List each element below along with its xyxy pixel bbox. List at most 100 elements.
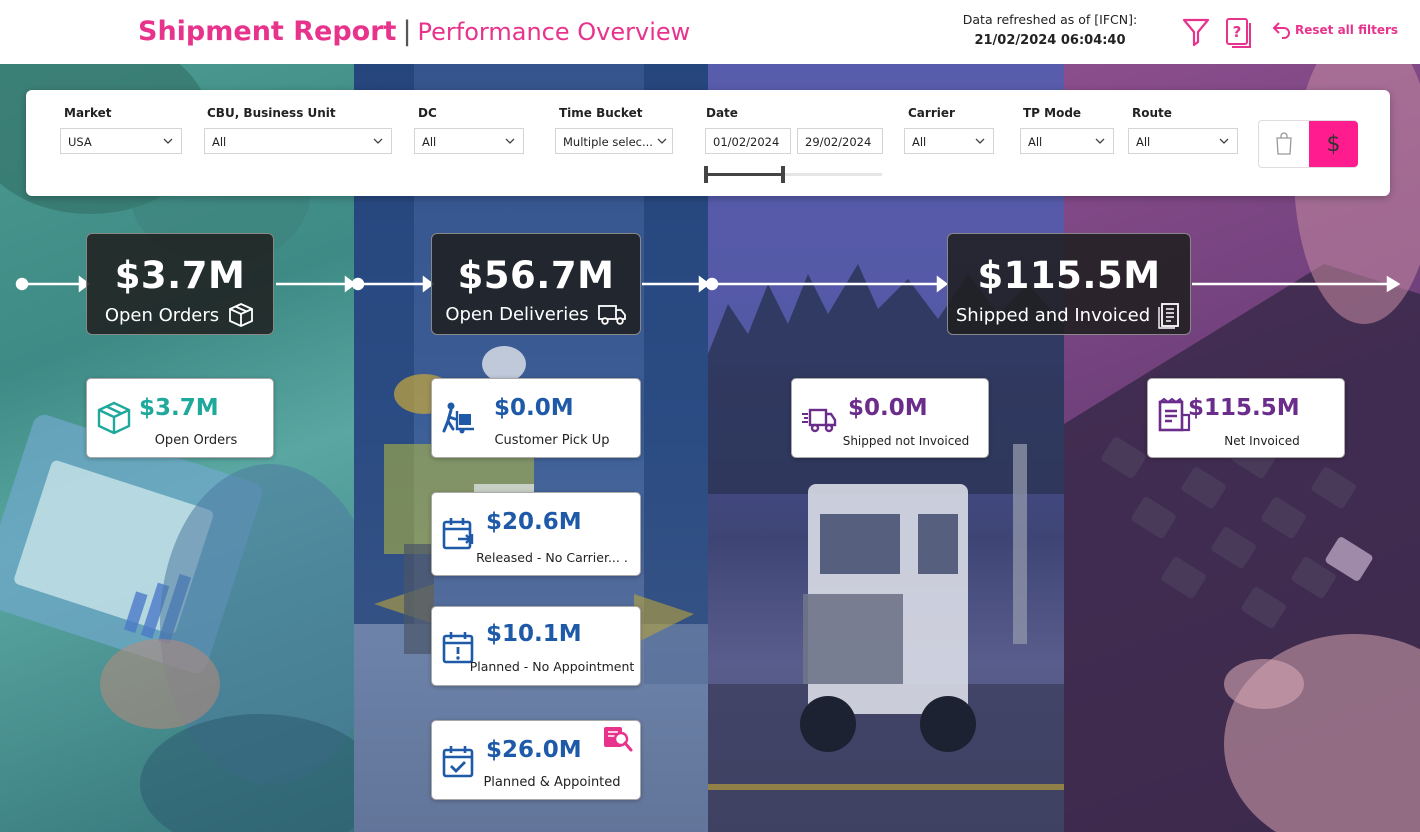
box-icon — [229, 303, 254, 327]
card-open-orders-label: Open Orders — [154, 433, 238, 448]
refresh-timestamp: 21/02/2024 06:04:40 — [974, 33, 1126, 48]
chevron-down-icon — [373, 138, 383, 144]
date-slider-end-handle[interactable] — [781, 166, 785, 183]
cbu-label: CBU, Business Unit — [207, 106, 336, 120]
date-end-value: 29/02/2024 — [805, 135, 872, 149]
market-label: Market — [64, 106, 112, 120]
date-start-value: 01/02/2024 — [713, 135, 780, 149]
date-slider-range — [706, 173, 784, 176]
time-bucket-value: Multiple selec... — [563, 135, 653, 149]
card-net-invoiced-label: Net Invoiced — [1224, 434, 1300, 448]
calendar-arrow-icon — [442, 518, 474, 550]
date-slider-track[interactable] — [706, 173, 882, 176]
carrier-dropdown[interactable]: All — [904, 128, 994, 154]
card-net-invoiced[interactable]: $115.5M Net Invoiced — [1147, 378, 1345, 458]
volume-toggle-button[interactable] — [1259, 121, 1309, 167]
card-shipped-not-invoiced-value: $0.0M — [848, 395, 928, 421]
chevron-down-icon — [1219, 138, 1229, 144]
card-planned-appointed[interactable]: $26.0M Planned & Appointed — [431, 720, 641, 800]
flow-line — [15, 275, 1401, 293]
date-slider-start-handle[interactable] — [704, 166, 708, 183]
time-bucket-label: Time Bucket — [559, 106, 643, 120]
kpi-shipped-invoiced-value: $115.5M — [977, 254, 1161, 297]
carrier-label: Carrier — [908, 106, 955, 120]
card-planned-no-appointment[interactable]: $10.1M Planned - No Appointment — [431, 606, 641, 686]
card-net-invoiced-value: $115.5M — [1188, 395, 1300, 421]
chevron-down-icon — [1095, 138, 1105, 144]
card-planned-no-appointment-label: Planned - No Appointment — [469, 659, 635, 674]
route-label: Route — [1132, 106, 1172, 120]
chevron-down-icon — [163, 138, 173, 144]
card-customer-pickup-value: $0.0M — [494, 395, 574, 421]
invoice-icon — [1158, 397, 1191, 432]
title-separator: | — [402, 16, 412, 47]
chevron-down-icon — [975, 138, 985, 144]
svg-text:?: ? — [1233, 23, 1242, 41]
cbu-value: All — [212, 135, 227, 149]
card-open-orders[interactable]: $3.7M Open Orders — [86, 378, 274, 458]
card-planned-appointed-label: Planned & Appointed — [483, 775, 621, 790]
card-customer-pickup-label: Customer Pick Up — [494, 433, 610, 448]
calendar-check-icon — [442, 746, 474, 778]
reset-filters-button[interactable]: Reset all filters — [1272, 20, 1398, 40]
refresh-label: Data refreshed as of [IFCN]: — [962, 12, 1138, 27]
date-start-input[interactable]: 01/02/2024 — [705, 128, 791, 154]
dc-dropdown[interactable]: All — [414, 128, 524, 154]
dc-label: DC — [418, 106, 437, 120]
bag-icon — [1276, 132, 1292, 155]
card-released-no-carrier[interactable]: $20.6M Released - No Carrier... . — [431, 492, 641, 576]
card-open-orders-value: $3.7M — [139, 395, 219, 421]
date-label: Date — [706, 106, 738, 120]
card-planned-no-appointment-value: $10.1M — [486, 621, 582, 647]
hand-truck-icon — [442, 402, 474, 434]
kpi-shipped-invoiced-label: Shipped and Invoiced — [955, 304, 1151, 326]
filter-funnel-icon[interactable] — [1182, 16, 1210, 48]
page-title: Shipment Report | Performance Overview — [138, 16, 690, 47]
kpi-open-orders: $3.7M Open Orders — [86, 233, 274, 335]
dc-value: All — [422, 135, 437, 149]
date-end-input[interactable]: 29/02/2024 — [797, 128, 883, 154]
chevron-down-icon — [505, 138, 515, 144]
route-value: All — [1136, 135, 1151, 149]
card-shipped-not-invoiced[interactable]: $0.0M Shipped not Invoiced — [791, 378, 989, 458]
search-document-icon[interactable] — [602, 725, 634, 753]
tp-mode-label: TP Mode — [1023, 106, 1082, 120]
route-dropdown[interactable]: All — [1128, 128, 1238, 154]
currency-toggle-button[interactable]: $ — [1309, 121, 1358, 167]
report-subtitle: Performance Overview — [417, 18, 691, 46]
card-released-no-carrier-label: Released - No Carrier... . — [476, 550, 628, 565]
card-released-no-carrier-value: $20.6M — [486, 509, 582, 535]
delivery-truck-icon — [597, 305, 626, 325]
report-header: Shipment Report | Performance Overview Dat… — [0, 0, 1420, 64]
kpi-shipped-invoiced: $115.5M Shipped and Invoiced — [947, 233, 1191, 335]
flow-node — [15, 277, 29, 291]
kpi-open-orders-value: $3.7M — [114, 254, 246, 297]
card-planned-appointed-value: $26.0M — [486, 737, 582, 763]
calendar-alert-icon — [442, 632, 474, 664]
kpi-open-deliveries-label: Open Deliveries — [445, 303, 589, 325]
unit-toggle: $ — [1258, 120, 1358, 168]
carrier-value: All — [912, 135, 927, 149]
cbu-dropdown[interactable]: All — [204, 128, 392, 154]
filter-bar: Market USA CBU, Business Unit All DC All… — [26, 90, 1390, 196]
tp-mode-dropdown[interactable]: All — [1020, 128, 1114, 154]
undo-arrow-icon — [1272, 22, 1290, 39]
refresh-info: Data refreshed as of [IFCN]: 21/02/2024 … — [940, 12, 1160, 48]
box-icon — [97, 401, 131, 435]
market-value: USA — [68, 135, 92, 149]
tp-mode-value: All — [1028, 135, 1043, 149]
report-title: Shipment Report — [138, 16, 397, 47]
card-customer-pickup[interactable]: $0.0M Customer Pick Up — [431, 378, 641, 458]
time-bucket-dropdown[interactable]: Multiple selec... — [555, 128, 673, 154]
kpi-open-deliveries-value: $56.7M — [457, 254, 615, 297]
reset-filters-label: Reset all filters — [1295, 23, 1399, 37]
card-shipped-not-invoiced-label: Shipped not Invoiced — [842, 434, 970, 448]
market-dropdown[interactable]: USA — [60, 128, 182, 154]
help-icon[interactable]: ? — [1224, 16, 1252, 48]
invoice-icon — [1158, 303, 1180, 329]
kpi-open-deliveries: $56.7M Open Deliveries — [431, 233, 641, 335]
dollar-icon: $ — [1326, 131, 1341, 157]
kpi-open-orders-label: Open Orders — [104, 304, 220, 326]
chevron-down-icon — [657, 138, 667, 144]
delivery-truck-icon — [802, 408, 837, 433]
